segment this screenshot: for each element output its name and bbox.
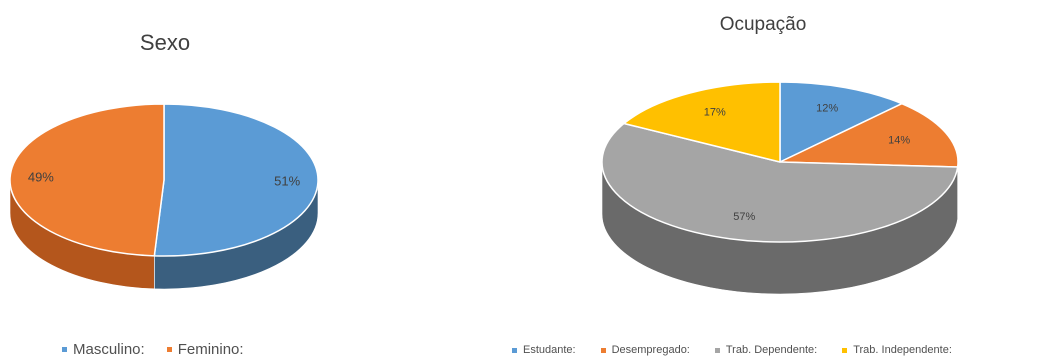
chart-ocupacao: Ocupação 12% 14% 57% 17% Estudante: Desempre… [470,0,1056,361]
legend-label: Desempregado: [611,344,690,356]
data-label: 51% [274,173,300,188]
legend-marker [842,347,848,353]
legend-marker [166,347,172,352]
legend-item: Masculino: [62,341,145,358]
legend-marker [512,347,517,353]
chart-legend: Masculino: Feminino: [62,341,266,358]
pie-chart: 51% 49% [9,103,319,290]
legend-item: Feminino: [166,341,244,358]
pie-slice [779,81,903,163]
chart-legend: Estudante: Desempregado: Trab. Dependente:… [512,344,977,356]
pie-chart: 12% 14% 57% 17% [601,81,959,295]
chart-title: Ocupação [719,14,807,35]
legend-item: Trab. Dependente: [714,344,818,356]
legend-label: Feminino: [177,341,244,358]
chart-sexo: Sexo 51% 49% Masculino: Feminino: [0,0,340,361]
data-label: 57% [733,211,755,223]
data-label: 17% [704,106,726,118]
legend-item: Desempregado: [600,344,690,356]
pie-slice [601,122,959,243]
legend-label: Trab. Dependente: [725,344,818,356]
legend-marker [714,347,720,353]
data-label: 12% [816,102,838,114]
pie-slice [153,103,319,257]
data-label: 14% [888,135,910,147]
pie-slice [9,103,165,257]
legend-marker [62,347,67,352]
legend-label: Trab. Independente: [853,344,952,356]
legend-marker [600,347,606,353]
chart-title: Sexo [139,30,191,55]
legend-label: Masculino: [73,341,145,358]
legend-item: Estudante: [512,344,576,356]
pie-slice [779,102,959,168]
legend-label: Estudante: [523,344,576,356]
legend-item: Trab. Independente: [842,344,952,356]
pie-slice [623,81,781,163]
data-label: 49% [28,170,54,185]
